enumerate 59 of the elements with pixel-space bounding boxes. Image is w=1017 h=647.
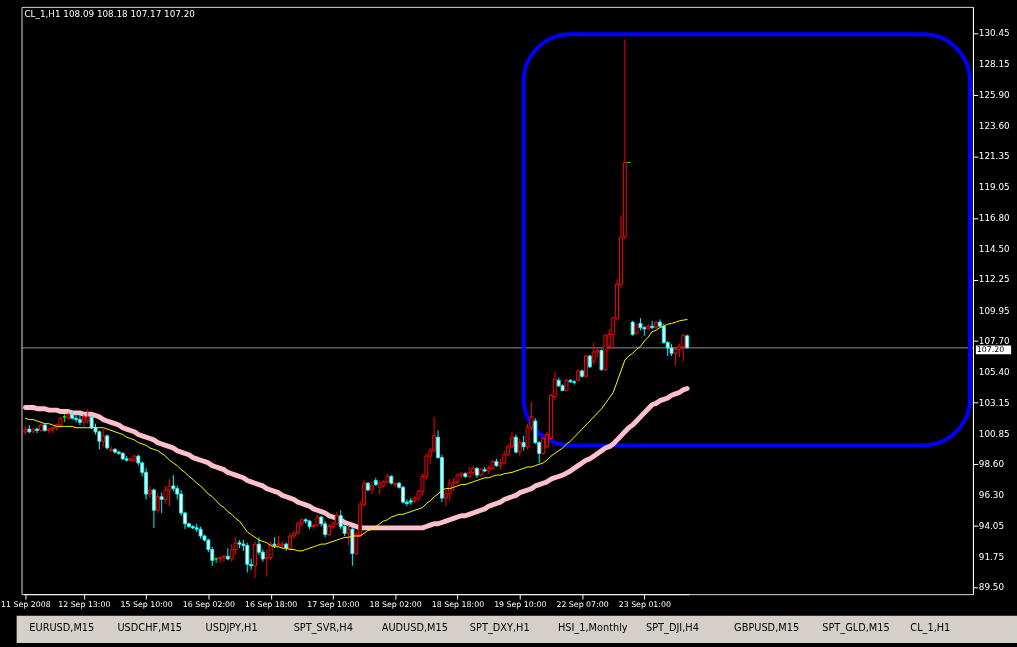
- y-tick-label: 109.95: [978, 305, 1010, 316]
- y-tick-label: 91.75: [978, 551, 1005, 562]
- candlestick: [447, 478, 452, 502]
- line-series: [22, 386, 690, 531]
- candlestick: [148, 485, 152, 499]
- chart-title: CL_1,H1 108.09 108.18 107.17 107.20: [24, 8, 196, 19]
- text: EURUSD,M15: [29, 622, 95, 634]
- candlestick: [268, 540, 273, 561]
- y-tick-label: 125.90: [978, 89, 1011, 100]
- y-tick-label: 94.05: [978, 520, 1005, 531]
- y-tick-label: 121.35: [978, 151, 1010, 162]
- candlestick: [70, 411, 75, 421]
- line-series: [24, 318, 688, 552]
- text: HSI_1,Monthly: [557, 622, 628, 635]
- x-tick-label: 18 Sep 02:00: [369, 600, 422, 610]
- candlestick: [74, 415, 78, 423]
- x-tick-label: 19 Sep 10:00: [494, 600, 547, 610]
- y-tick-label: 96.30: [978, 490, 1005, 501]
- x-tick-label: 23 Sep 01:00: [618, 600, 671, 610]
- candlestick: [591, 341, 596, 365]
- y-tick-label: 89.50: [978, 582, 1005, 593]
- text: CL_1,H1: [910, 622, 951, 635]
- text: USDCHF,M15: [117, 622, 183, 634]
- x-tick-label: 17 Sep 10:00: [307, 600, 360, 610]
- candlestick: [673, 346, 678, 366]
- y-tick-label: 114.50: [978, 244, 1011, 255]
- x-tick-label: 16 Sep 02:00: [182, 600, 236, 610]
- y-tick-label: 112.25: [978, 274, 1010, 285]
- y-tick-label: 119.05: [978, 182, 1010, 193]
- text: SPT_DXY,H1: [469, 622, 530, 635]
- x-tick-label: 15 Sep 10:00: [120, 600, 173, 610]
- y-tick-label: 98.60: [978, 459, 1005, 470]
- y-tick-label: 116.80: [978, 212, 1011, 223]
- text: GBPUSD,M15: [734, 622, 800, 634]
- y-tick-label: 128.15: [978, 59, 1010, 70]
- x-tick-label: 11 Sep 2008: [1, 600, 51, 610]
- candlestick: [77, 413, 82, 426]
- candlestick: [151, 488, 156, 529]
- x-tick-label: 18 Sep 18:00: [431, 600, 485, 610]
- y-tick-label: 100.85: [978, 428, 1010, 439]
- ref-line-label: 107.20: [976, 344, 1005, 354]
- y-tick-label: 103.15: [978, 397, 1010, 408]
- text: AUDUSD,M15: [381, 622, 448, 634]
- candlestick: [155, 492, 160, 514]
- y-tick-label: 130.45: [978, 28, 1010, 39]
- text: SPT_DJI,H4: [646, 622, 699, 635]
- x-tick-label: 16 Sep 18:00: [245, 600, 298, 610]
- text: SPT_GLD,M15: [822, 622, 890, 635]
- y-tick-label: 105.40: [978, 367, 1011, 378]
- text: USDJPY,H1: [205, 622, 258, 634]
- y-tick-label: 107.70: [978, 336, 1011, 347]
- x-tick-label: 22 Sep 07:00: [556, 600, 609, 610]
- candlestick: [253, 540, 258, 579]
- candlestick: [218, 555, 223, 564]
- candlestick: [159, 492, 164, 514]
- candlestick: [221, 554, 226, 563]
- text: SPT_SVR,H4: [293, 622, 353, 635]
- y-tick-label: 123.60: [978, 120, 1011, 131]
- x-tick-label: 12 Sep 13:00: [58, 600, 111, 610]
